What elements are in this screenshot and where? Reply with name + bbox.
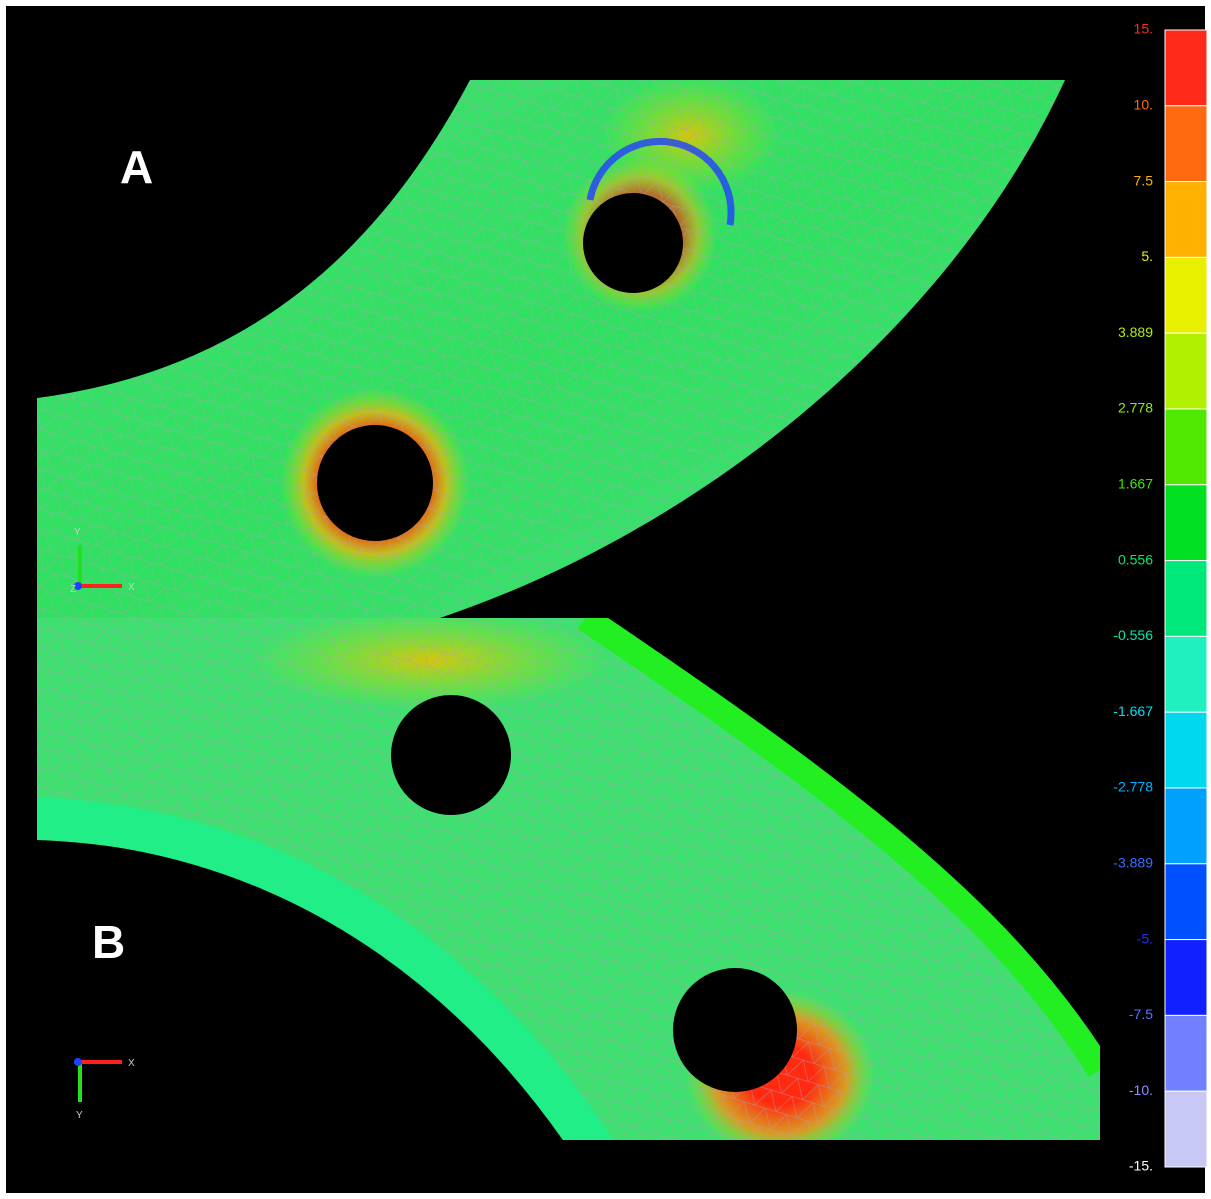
legend-swatch <box>1165 1015 1207 1091</box>
legend-label: -7.5 <box>1129 1006 1153 1022</box>
legend-label: -5. <box>1137 930 1153 946</box>
legend-label: 7.5 <box>1134 172 1154 188</box>
fea-view: A B X Y Z X Y 15. 10. 7.5 5. 3.889 2.778 1.667… <box>0 0 1211 1199</box>
panel-label: B <box>92 916 125 968</box>
legend-label: 3.889 <box>1118 324 1153 340</box>
legend-swatch <box>1165 864 1207 940</box>
legend-swatch <box>1165 333 1207 409</box>
triad-z: Z <box>70 584 76 595</box>
legend-label: -0.556 <box>1113 627 1153 643</box>
legend-label: 0.556 <box>1118 551 1153 567</box>
legend-swatch <box>1165 182 1207 258</box>
legend-label: 5. <box>1141 248 1153 264</box>
legend-swatch <box>1165 561 1207 637</box>
triad-y: Y <box>74 527 81 538</box>
legend-swatch <box>1165 106 1207 182</box>
legend-swatch <box>1165 712 1207 788</box>
legend-label: -15. <box>1129 1158 1153 1174</box>
legend-swatch <box>1165 409 1207 485</box>
legend-swatch <box>1165 257 1207 333</box>
legend-swatch <box>1165 636 1207 712</box>
legend-swatch <box>1165 30 1207 106</box>
legend-label: 2.778 <box>1118 400 1153 416</box>
triad-x: X <box>128 1058 135 1069</box>
triad-y: Y <box>76 1110 83 1121</box>
legend-swatch <box>1165 940 1207 1016</box>
triad-x: X <box>128 582 135 593</box>
legend-label: 15. <box>1134 21 1153 37</box>
legend-label: 1.667 <box>1118 476 1153 492</box>
legend-label: -3.889 <box>1113 855 1153 871</box>
legend-swatch <box>1165 485 1207 561</box>
panel-label: A <box>120 141 153 193</box>
legend-label: -2.778 <box>1113 779 1153 795</box>
legend-label: -1.667 <box>1113 703 1153 719</box>
legend-label: 10. <box>1134 97 1153 113</box>
legend-swatch <box>1165 1091 1207 1167</box>
legend-label: -10. <box>1129 1082 1153 1098</box>
legend-swatch <box>1165 788 1207 864</box>
